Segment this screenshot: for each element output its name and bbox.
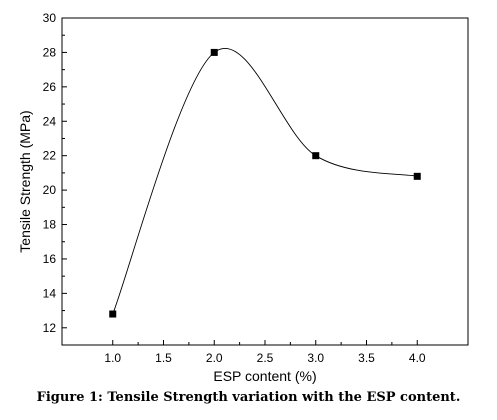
x-tick-label: 3.0	[307, 351, 324, 365]
y-tick-label: 16	[43, 252, 57, 266]
y-tick-label: 12	[43, 321, 57, 335]
data-markers	[109, 48, 421, 318]
x-tick-label: 1.5	[155, 351, 172, 365]
x-axis-title: ESP content (%)	[213, 368, 316, 384]
x-axis-ticks: 1.0 1.5 2.0 2.5 3.0 3.5 4.0	[104, 340, 426, 365]
x-tick-label: 3.5	[358, 351, 375, 365]
y-tick-label: 28	[43, 45, 57, 59]
figure-caption: Figure 1: Tensile Strength variation wit…	[36, 390, 461, 405]
data-point	[312, 152, 320, 160]
series-curve	[112, 48, 418, 315]
x-tick-label: 2.0	[206, 351, 223, 365]
x-tick-label: 4.0	[409, 351, 426, 365]
y-tick-label: 24	[43, 114, 57, 128]
y-tick-label: 26	[43, 80, 57, 94]
y-tick-label: 20	[43, 183, 57, 197]
y-tick-label: 22	[43, 149, 57, 163]
tensile-strength-chart: 1.0 1.5 2.0 2.5 3.0 3.5 4.0 12 14 16 18 20 22 24 26 28…	[17, 11, 469, 384]
x-tick-label: 2.5	[257, 351, 274, 365]
y-axis-ticks: 12 14 16 18 20 22 24 26 28 30	[43, 11, 67, 346]
y-tick-label: 18	[43, 218, 57, 232]
y-axis-title: Tensile Strength (MPa)	[17, 110, 33, 252]
data-point	[210, 48, 218, 56]
y-tick-label: 30	[43, 11, 57, 25]
x-tick-label: 1.0	[104, 351, 121, 365]
data-point	[413, 172, 421, 180]
data-point	[109, 310, 117, 318]
plot-frame	[61, 17, 469, 346]
y-tick-label: 14	[43, 286, 57, 300]
